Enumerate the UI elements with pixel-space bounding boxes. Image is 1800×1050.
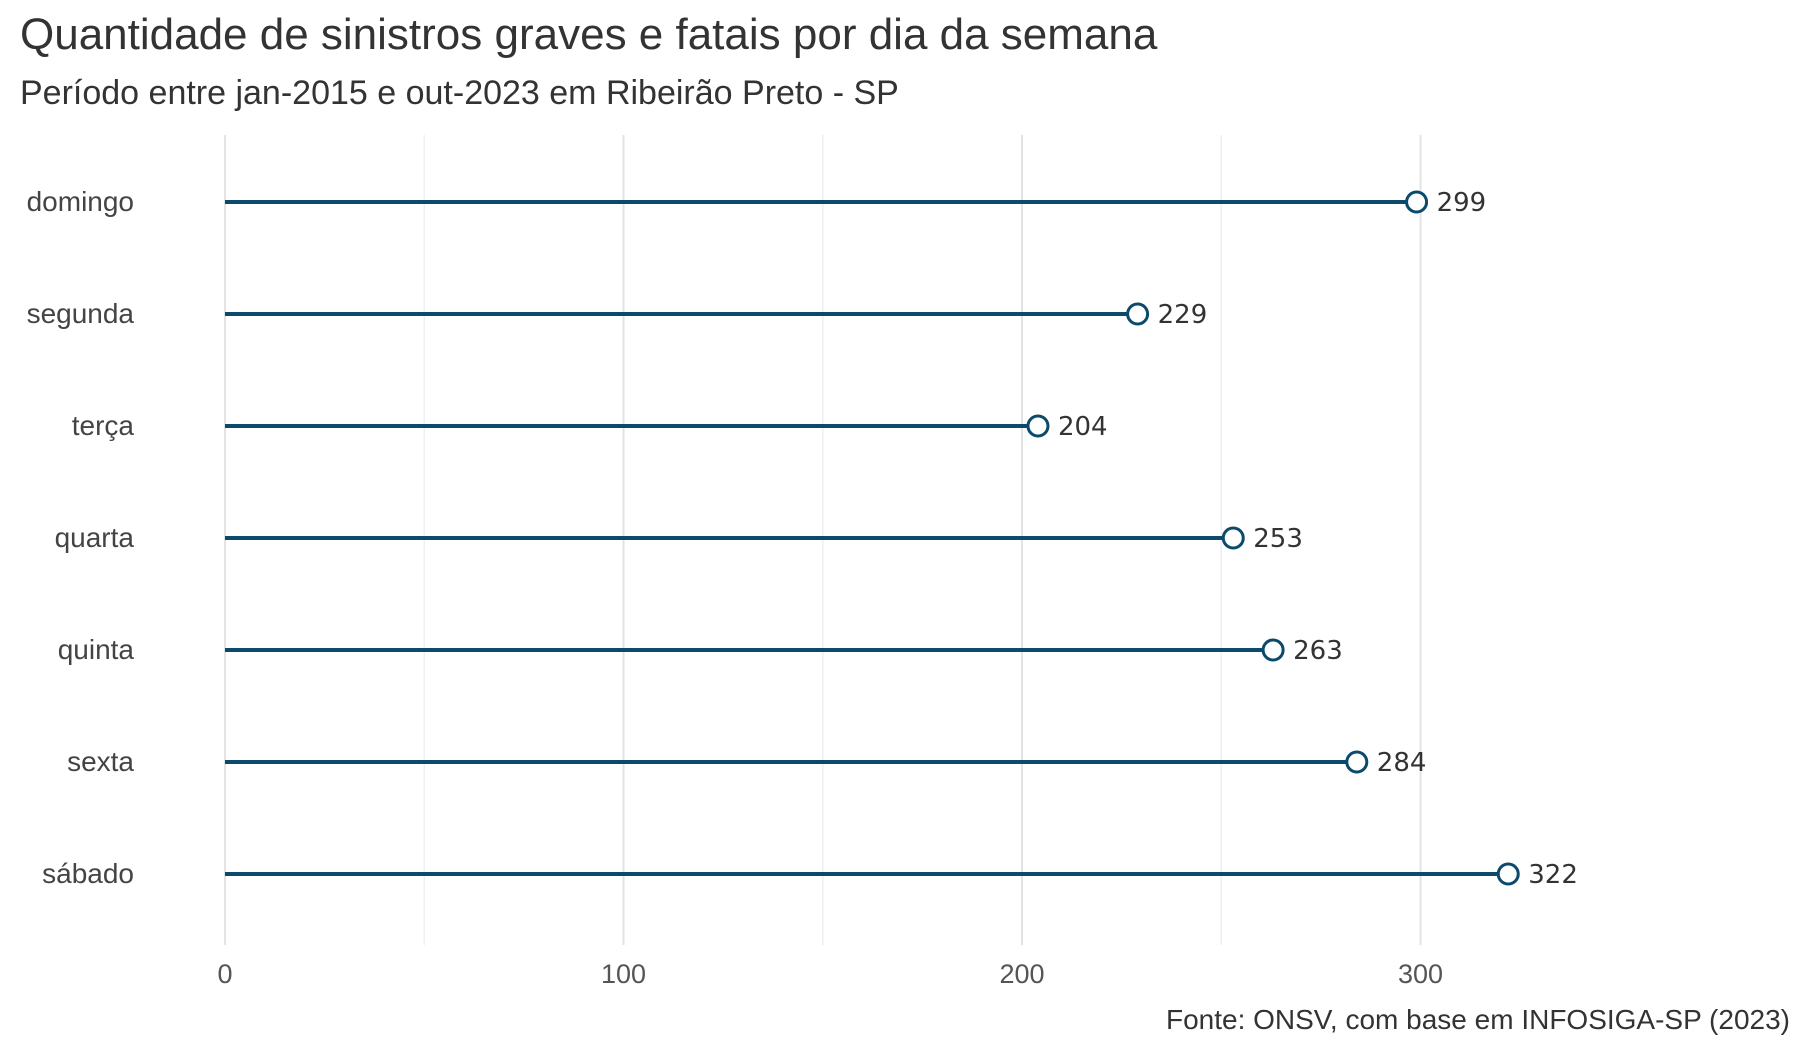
y-category-label: segunda: [27, 298, 135, 329]
lollipop-point: [1026, 414, 1050, 438]
value-label: 284: [1377, 748, 1427, 778]
lollipop-point: [1126, 302, 1150, 326]
lollipop-point: [1221, 526, 1245, 550]
x-tick-label: 100: [601, 959, 646, 989]
x-axis-ticks: 0 100 200 300: [217, 959, 1443, 989]
lollipop-point: [1496, 862, 1520, 886]
chart-subtitle: Período entre jan-2015 e out-2023 em Rib…: [20, 74, 899, 112]
lollipop-point: [1261, 638, 1285, 662]
x-tick-label: 0: [217, 959, 232, 989]
chart-title: Quantidade de sinistros graves e fatais …: [20, 10, 1158, 59]
lollipop-point: [1345, 750, 1369, 774]
lollipop-marks: 299 229 204 253 263 284 322: [225, 188, 1578, 890]
value-label: 322: [1528, 860, 1578, 890]
x-tick-label: 300: [1398, 959, 1443, 989]
lollipop-point: [1405, 190, 1429, 214]
value-label: 253: [1253, 524, 1303, 554]
y-category-label: domingo: [27, 186, 134, 217]
value-label: 299: [1437, 188, 1487, 218]
x-tick-label: 200: [1000, 959, 1045, 989]
value-label: 263: [1293, 636, 1343, 666]
y-category-label: terça: [72, 410, 135, 441]
y-category-label: quinta: [58, 634, 135, 665]
y-category-label: sábado: [42, 858, 134, 889]
value-label: 204: [1058, 412, 1108, 442]
y-category-label: sexta: [67, 746, 134, 777]
value-label: 229: [1158, 300, 1208, 330]
lollipop-chart: 0 100 200 300 domingo segunda terça quarta quin…: [27, 135, 1578, 989]
y-category-label: quarta: [55, 522, 135, 553]
chart-caption: Fonte: ONSV, com base em INFOSIGA-SP (20…: [1165, 1004, 1790, 1035]
y-axis-categories: domingo segunda terça quarta quinta sexta sába…: [27, 186, 135, 889]
